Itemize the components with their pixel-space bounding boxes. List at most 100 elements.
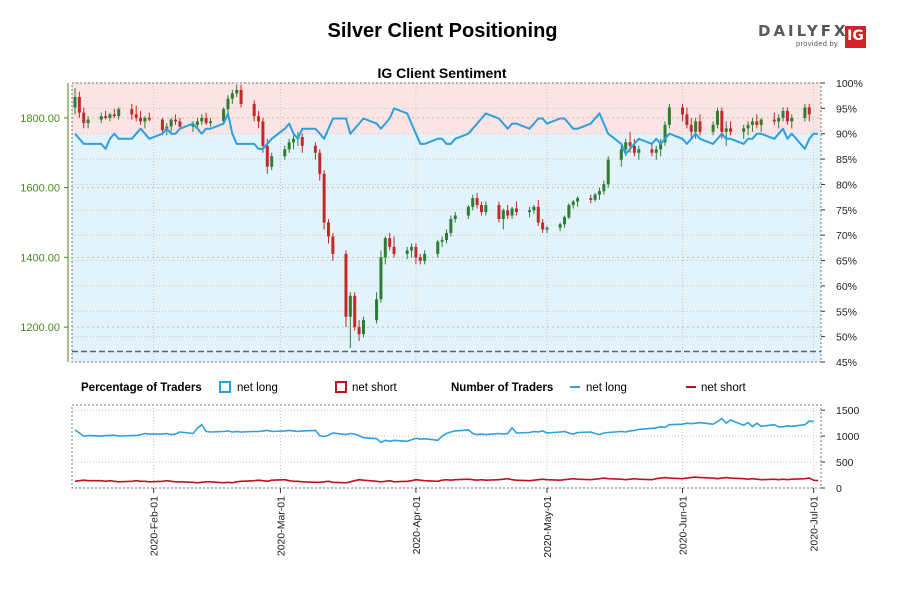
candle-body bbox=[423, 253, 427, 261]
candle-body bbox=[440, 239, 444, 242]
candle-body bbox=[99, 116, 103, 120]
candle-body bbox=[619, 149, 623, 160]
candle-body bbox=[772, 119, 776, 122]
candle-body bbox=[650, 149, 654, 153]
candle-body bbox=[388, 238, 392, 247]
candle-body bbox=[361, 320, 365, 335]
candle-body bbox=[174, 119, 178, 122]
count-tick-label: 0 bbox=[836, 483, 842, 495]
candle-body bbox=[545, 227, 549, 230]
candle-body bbox=[257, 116, 261, 122]
legend-pct-short-swatch bbox=[335, 381, 347, 393]
candle-body bbox=[331, 236, 335, 254]
legend-count-long-label: net long bbox=[586, 382, 627, 394]
sentiment-tick-label: 45% bbox=[836, 357, 857, 369]
candle-body bbox=[410, 246, 414, 251]
candle-body bbox=[239, 89, 243, 104]
price-tick-label: 1600.00 bbox=[20, 183, 60, 195]
candle-body bbox=[379, 257, 383, 300]
candle-body bbox=[445, 232, 448, 240]
sentiment-tick-label: 55% bbox=[836, 306, 857, 318]
candle-body bbox=[637, 149, 641, 153]
candle-body bbox=[178, 121, 182, 127]
candle-body bbox=[497, 205, 501, 220]
net-long-pct-line bbox=[74, 107, 818, 155]
candle-body bbox=[781, 110, 785, 118]
candle-body bbox=[628, 142, 632, 146]
sentiment-tick-label: 75% bbox=[836, 205, 857, 217]
candle-body bbox=[222, 109, 226, 122]
candle-body bbox=[204, 117, 208, 124]
candle-body bbox=[134, 114, 138, 118]
legend: Percentage of Traders net long net short… bbox=[81, 381, 747, 394]
candle-body bbox=[589, 198, 593, 200]
candle-body bbox=[375, 299, 379, 321]
candle-body bbox=[663, 124, 667, 143]
candle-body bbox=[357, 327, 361, 335]
sentiment-tick-label: 80% bbox=[836, 179, 857, 191]
legend-pct-short-label: net short bbox=[352, 382, 398, 394]
price-tick-label: 1200.00 bbox=[20, 322, 60, 334]
candle-body bbox=[143, 117, 147, 122]
candle-body bbox=[348, 295, 352, 317]
candle-body bbox=[510, 208, 514, 216]
panel-frame bbox=[71, 404, 822, 489]
candle-body bbox=[130, 109, 134, 115]
price-tick-label: 1400.00 bbox=[20, 252, 60, 264]
candle-body bbox=[597, 191, 601, 195]
legend-count-title: Number of Traders bbox=[451, 382, 553, 394]
candle-body bbox=[532, 206, 536, 211]
candle-body bbox=[235, 89, 239, 94]
candle-body bbox=[261, 121, 265, 146]
logo-wordmark: DAILYFX bbox=[758, 22, 849, 40]
dailyfx-logo: DAILYFX provided by IG bbox=[758, 22, 868, 50]
candle-body bbox=[353, 295, 357, 328]
candle-body bbox=[654, 149, 658, 153]
candle-body bbox=[230, 93, 234, 99]
legend-pct-title: Percentage of Traders bbox=[81, 382, 202, 394]
candle-body bbox=[803, 107, 807, 118]
candle-body bbox=[108, 114, 112, 118]
candle-body bbox=[322, 173, 326, 223]
candle-body bbox=[471, 198, 475, 207]
candle-body bbox=[191, 124, 195, 127]
candle-body bbox=[160, 119, 164, 131]
candle-body bbox=[292, 138, 296, 143]
candle-body bbox=[632, 145, 636, 153]
candle-body bbox=[624, 142, 628, 150]
legend-count-short-label: net short bbox=[701, 382, 747, 394]
chart-title: IG Client Sentiment bbox=[377, 65, 506, 81]
sentiment-tick-label: 100% bbox=[836, 78, 863, 90]
candle-body bbox=[392, 246, 396, 254]
candle-body bbox=[466, 206, 470, 216]
candle-body bbox=[265, 145, 269, 167]
candle-body bbox=[344, 253, 348, 317]
price-sentiment-panel: 45% 50% 55% 60% 65% 70% 75% 80% 85% 90% 95% 100% 120… bbox=[20, 78, 863, 369]
candle-body bbox=[147, 117, 151, 120]
trader-count-panel: 0 500 1000 1500 2020-Feb-01 2020-Mar-01 2020-A… bbox=[71, 404, 860, 558]
candle-body bbox=[453, 215, 457, 220]
candle-body bbox=[746, 124, 750, 129]
candle-body bbox=[200, 117, 204, 122]
x-tick-label: 2020-Mar-01 bbox=[275, 496, 287, 556]
candle-body bbox=[73, 96, 77, 108]
candle-body bbox=[715, 110, 719, 125]
candle-body bbox=[724, 128, 728, 132]
candle-body bbox=[536, 206, 540, 223]
candle-body bbox=[484, 205, 488, 213]
candle-body bbox=[685, 114, 689, 125]
candle-body bbox=[558, 224, 562, 228]
candle-body bbox=[807, 107, 811, 115]
candle-body bbox=[790, 117, 794, 122]
candle-body bbox=[567, 205, 571, 218]
candle-body bbox=[711, 124, 715, 132]
sentiment-tick-label: 85% bbox=[836, 154, 857, 166]
sentiment-tick-label: 50% bbox=[836, 332, 857, 344]
panel-frame bbox=[71, 82, 822, 363]
candle-body bbox=[414, 246, 418, 258]
sentiment-tick-label: 95% bbox=[836, 103, 857, 115]
candle-body bbox=[729, 128, 733, 132]
candle-body bbox=[313, 145, 317, 153]
price-tick-label: 1800.00 bbox=[20, 113, 60, 125]
